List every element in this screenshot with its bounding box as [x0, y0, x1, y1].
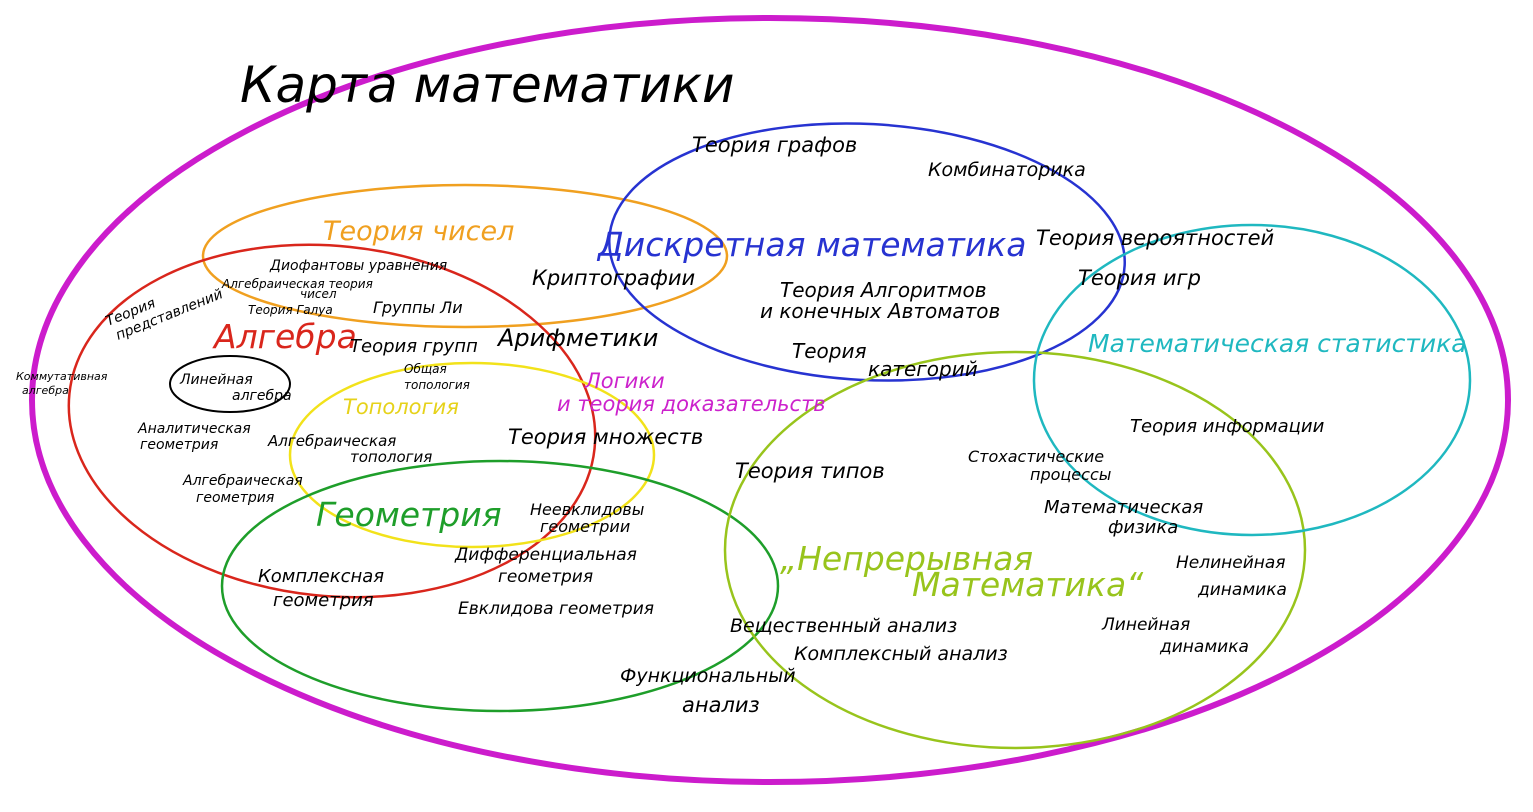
topic-commutative-1: Коммутативная — [16, 370, 108, 383]
topic-diff-geom-2: геометрия — [498, 567, 593, 587]
topic-diff-geom-1: Дифференциальная — [454, 545, 637, 565]
region-continuous-line1: „Непрерывная — [780, 539, 1033, 578]
discrete-ellipse — [608, 122, 1126, 382]
topic-algebraic-nt-1: Алгебраическая теория — [221, 277, 373, 291]
region-continuous-line2: Математика“ — [912, 565, 1144, 604]
topic-set-theory: Теория множеств — [508, 425, 703, 449]
region-discrete: Дискретная математика — [596, 225, 1027, 264]
topic-information-theory: Теория информации — [1130, 416, 1325, 437]
topic-nonlinear-dyn-2: динамика — [1197, 580, 1287, 600]
topic-functional-2: анализ — [682, 693, 760, 717]
topic-math-physics-1: Математическая — [1044, 497, 1203, 518]
topic-math-physics-2: физика — [1108, 517, 1178, 538]
topic-lie-groups: Группы Ли — [373, 298, 463, 317]
topic-game-theory: Теория игр — [1078, 266, 1201, 290]
region-logic-line1: Логики — [584, 369, 665, 393]
topic-linear-dyn-1: Линейная — [1101, 615, 1190, 635]
topic-euclid-geom: Евклидова геометрия — [458, 599, 654, 619]
topic-probability: Теория вероятностей — [1036, 226, 1274, 250]
region-number-theory: Теория чисел — [323, 216, 514, 247]
outer-ellipse — [29, 15, 1511, 785]
topic-algebraic-top-1: Алгебраическая — [267, 432, 396, 450]
topic-linear-algebra-2: алгебра — [232, 388, 292, 404]
topic-linear-dyn-2: динамика — [1159, 637, 1249, 657]
algebra-ellipse — [67, 243, 597, 599]
topic-algebraic-nt-2: чисел — [300, 287, 337, 301]
topic-galois: Теория Галуа — [248, 303, 333, 317]
page-title: Карта математики — [240, 56, 734, 114]
continuous-ellipse — [723, 350, 1307, 750]
topic-general-topology-1: Общая — [404, 362, 447, 376]
topic-general-topology-2: топология — [404, 378, 470, 392]
topic-analytic-geom-2: геометрия — [140, 437, 218, 453]
region-geometry: Геометрия — [316, 495, 502, 534]
topic-stochastic-2: процессы — [1030, 465, 1111, 484]
geometry-ellipse — [220, 459, 780, 713]
topic-functional-1: Функциональный — [620, 665, 796, 687]
topic-linear-algebra-1: Линейная — [179, 372, 253, 388]
topic-non-euclid-1: Неевклидовы — [530, 500, 644, 519]
topic-analytic-geom-1: Аналитическая — [137, 421, 251, 437]
region-algebra: Алгебра — [212, 317, 357, 356]
topic-group-theory: Теория групп — [350, 336, 478, 357]
number-theory-ellipse — [201, 183, 729, 329]
topic-cryptography: Криптографии — [532, 266, 695, 290]
topic-complex-analysis: Комплексный анализ — [794, 643, 1008, 665]
topic-stochastic-1: Стохастические — [968, 447, 1104, 466]
region-topology: Топология — [343, 395, 459, 419]
topic-non-euclid-2: геометрии — [540, 517, 630, 536]
topic-nonlinear-dyn-1: Нелинейная — [1176, 553, 1286, 573]
topic-algorithms-2: и конечных Автоматов — [760, 299, 1000, 323]
topic-category-2: категорий — [868, 357, 978, 381]
topic-diophantine: Диофантовы уравнения — [269, 258, 447, 274]
topic-arithmetic: Арифметики — [496, 324, 658, 352]
topic-category-1: Теория — [792, 339, 866, 363]
statistics-ellipse — [1032, 223, 1472, 537]
linear-algebra-ellipse — [169, 355, 291, 413]
topic-algebraic-geom-2: геометрия — [196, 490, 274, 506]
topic-algebraic-top-2: топология — [350, 448, 432, 466]
topic-type-theory: Теория типов — [735, 459, 885, 483]
topology-ellipse — [288, 361, 656, 549]
topic-algebraic-geom-1: Алгебраическая — [182, 473, 303, 489]
topic-commutative-2: алгебра — [22, 384, 69, 397]
topic-complex-geom-1: Комплексная — [258, 566, 384, 587]
topic-real-analysis: Вещественный анализ — [730, 615, 957, 637]
topic-graph-theory: Теория графов — [692, 133, 857, 157]
region-statistics: Математическая статистика — [1088, 329, 1467, 358]
topic-combinatorics: Комбинаторика — [928, 159, 1086, 181]
topic-complex-geom-2: геометрия — [273, 590, 374, 611]
region-logic-line2: и теория доказательств — [557, 392, 826, 416]
topic-algorithms-1: Теория Алгоритмов — [780, 278, 987, 302]
